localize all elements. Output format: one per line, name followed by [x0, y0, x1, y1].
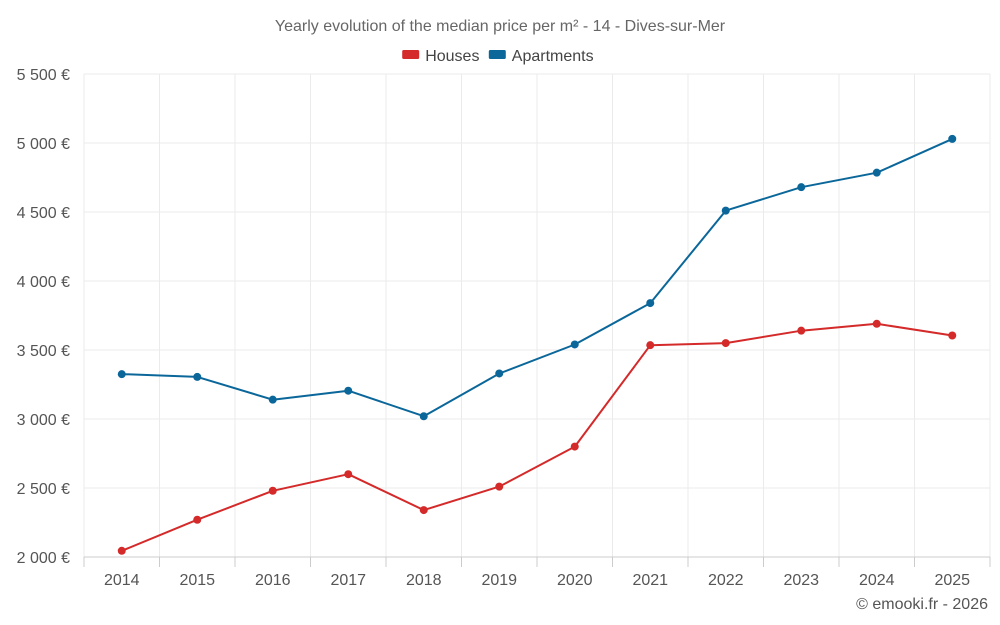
data-point[interactable] — [495, 482, 504, 491]
data-point[interactable] — [721, 206, 730, 215]
x-tick-label: 2015 — [179, 572, 215, 589]
x-tick-label: 2017 — [330, 572, 366, 589]
legend-swatch — [488, 50, 506, 59]
data-point[interactable] — [948, 134, 957, 143]
y-tick-label: 2 500 € — [17, 481, 70, 498]
series-houses — [117, 319, 957, 555]
series-layer — [117, 134, 957, 555]
data-point[interactable] — [495, 369, 504, 378]
y-tick-label: 4 500 € — [17, 205, 70, 222]
legend-item-apartments[interactable]: Apartments — [488, 48, 594, 65]
x-tick-label: 2025 — [934, 572, 970, 589]
series-line — [121, 322, 953, 552]
data-point[interactable] — [193, 372, 202, 381]
axes: 2 000 € 2 500 € 3 000 € 3 500 € 4 000 € 4 500… — [17, 67, 991, 589]
data-point[interactable] — [117, 546, 126, 555]
y-tick-label: 2 000 € — [17, 550, 70, 567]
y-tick-label: 4 000 € — [17, 274, 70, 291]
y-tick-label: 5 000 € — [17, 136, 70, 153]
data-point[interactable] — [646, 299, 655, 308]
x-tick-label: 2018 — [406, 572, 442, 589]
x-tick-label: 2016 — [255, 572, 291, 589]
x-tick-label: 2014 — [104, 572, 140, 589]
grid — [83, 73, 991, 557]
data-point[interactable] — [570, 442, 579, 451]
data-point[interactable] — [948, 331, 957, 340]
legend-item-houses[interactable]: Houses — [402, 48, 479, 65]
data-point[interactable] — [193, 515, 202, 524]
data-point[interactable] — [721, 339, 730, 348]
series-line — [121, 137, 953, 418]
data-point[interactable] — [872, 319, 881, 328]
y-tick-label: 5 500 € — [17, 67, 70, 84]
legend-label: Apartments — [512, 48, 594, 65]
x-tick-label: 2021 — [632, 572, 668, 589]
data-point[interactable] — [797, 326, 806, 335]
y-tick-label: 3 000 € — [17, 412, 70, 429]
legend[interactable]: Houses Apartments — [402, 48, 594, 65]
y-tick-label: 3 500 € — [17, 343, 70, 360]
series-apartments — [117, 134, 957, 421]
data-point[interactable] — [344, 470, 353, 479]
data-point[interactable] — [117, 370, 126, 379]
legend-label: Houses — [425, 48, 479, 65]
x-tick-label: 2020 — [557, 572, 593, 589]
x-tick-label: 2024 — [859, 572, 895, 589]
data-point[interactable] — [268, 395, 277, 404]
data-point[interactable] — [419, 506, 428, 515]
x-tick-label: 2022 — [708, 572, 744, 589]
data-point[interactable] — [268, 486, 277, 495]
data-point[interactable] — [419, 412, 428, 421]
data-point[interactable] — [797, 183, 806, 192]
credit-text: © emooki.fr - 2026 — [856, 596, 988, 613]
chart-title: Yearly evolution of the median price per… — [275, 18, 726, 35]
data-point[interactable] — [570, 340, 579, 349]
x-tick-label: 2019 — [481, 572, 517, 589]
data-point[interactable] — [646, 341, 655, 350]
data-point[interactable] — [872, 168, 881, 177]
x-tick-label: 2023 — [783, 572, 819, 589]
data-point[interactable] — [344, 386, 353, 395]
legend-swatch — [402, 50, 420, 59]
